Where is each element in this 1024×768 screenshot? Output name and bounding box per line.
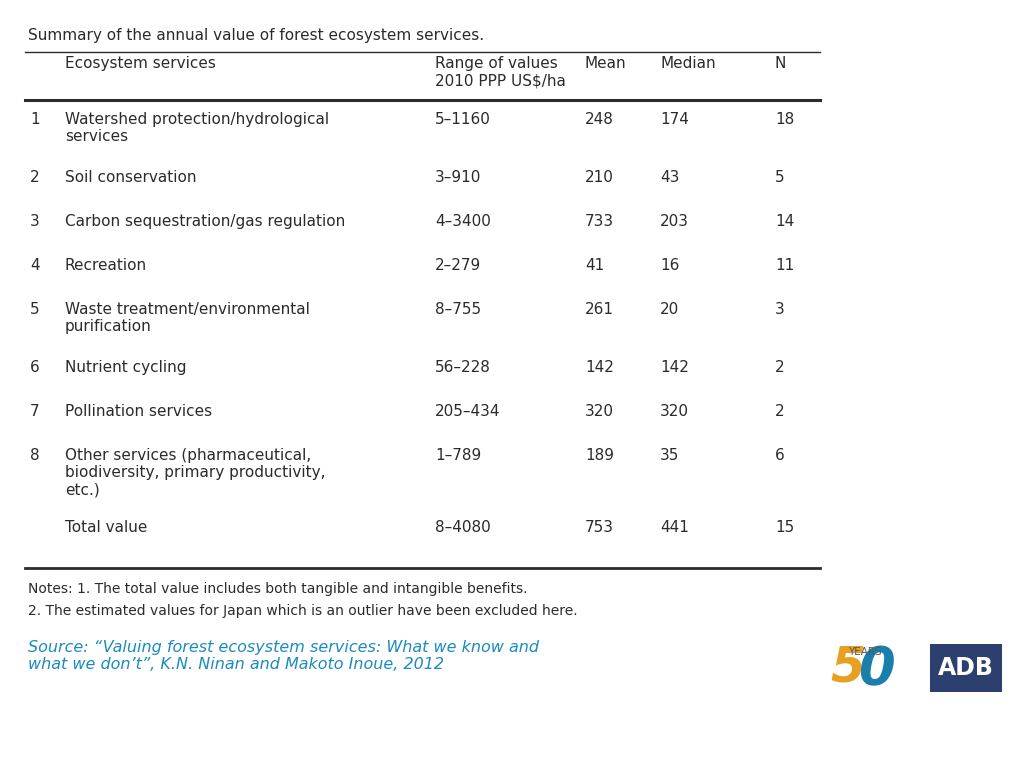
Text: Waste treatment/environmental
purification: Waste treatment/environmental purificati… bbox=[65, 302, 310, 334]
Text: 20: 20 bbox=[660, 302, 679, 317]
Text: Other services (pharmaceutical,
biodiversity, primary productivity,
etc.): Other services (pharmaceutical, biodiver… bbox=[65, 448, 326, 498]
Text: Mean: Mean bbox=[585, 56, 627, 71]
Text: N: N bbox=[775, 56, 786, 71]
Text: 441: 441 bbox=[660, 520, 689, 535]
Text: 41: 41 bbox=[585, 258, 604, 273]
Text: Median: Median bbox=[660, 56, 716, 71]
Text: 6: 6 bbox=[30, 360, 40, 375]
Text: 5: 5 bbox=[30, 302, 40, 317]
Text: YEARS: YEARS bbox=[848, 647, 882, 657]
Text: 1–789: 1–789 bbox=[435, 448, 481, 463]
Text: 753: 753 bbox=[585, 520, 614, 535]
Text: 2–279: 2–279 bbox=[435, 258, 481, 273]
Text: 43: 43 bbox=[660, 170, 679, 185]
Text: Soil conservation: Soil conservation bbox=[65, 170, 197, 185]
Text: 210: 210 bbox=[585, 170, 613, 185]
Text: 2: 2 bbox=[775, 360, 784, 375]
Text: 320: 320 bbox=[585, 404, 614, 419]
Text: 3–910: 3–910 bbox=[435, 170, 481, 185]
Text: 14: 14 bbox=[775, 214, 795, 229]
Text: 2: 2 bbox=[775, 404, 784, 419]
Text: 142: 142 bbox=[585, 360, 613, 375]
Text: 203: 203 bbox=[660, 214, 689, 229]
Text: 8–755: 8–755 bbox=[435, 302, 481, 317]
Text: 35: 35 bbox=[660, 448, 679, 463]
Text: 5–1160: 5–1160 bbox=[435, 112, 490, 127]
Text: 733: 733 bbox=[585, 214, 614, 229]
Text: Source: “Valuing forest ecosystem services: What we know and
what we don’t”, K.N: Source: “Valuing forest ecosystem servic… bbox=[28, 640, 539, 673]
Text: 4: 4 bbox=[30, 258, 40, 273]
Text: 4–3400: 4–3400 bbox=[435, 214, 490, 229]
Text: 8: 8 bbox=[30, 448, 40, 463]
Text: 0: 0 bbox=[858, 644, 894, 696]
Text: 2. The estimated values for Japan which is an outlier have been excluded here.: 2. The estimated values for Japan which … bbox=[28, 604, 578, 618]
Text: 15: 15 bbox=[775, 520, 795, 535]
Text: 174: 174 bbox=[660, 112, 689, 127]
Text: 2: 2 bbox=[30, 170, 40, 185]
Text: 6: 6 bbox=[775, 448, 784, 463]
Text: Ecosystem services: Ecosystem services bbox=[65, 56, 216, 71]
Text: 205–434: 205–434 bbox=[435, 404, 501, 419]
Text: 18: 18 bbox=[775, 112, 795, 127]
Bar bbox=[930, 644, 1002, 692]
Text: Carbon sequestration/gas regulation: Carbon sequestration/gas regulation bbox=[65, 214, 345, 229]
Text: Notes: 1. The total value includes both tangible and intangible benefits.: Notes: 1. The total value includes both … bbox=[28, 582, 527, 596]
Text: 5: 5 bbox=[830, 644, 865, 692]
Text: 261: 261 bbox=[585, 302, 614, 317]
Text: Pollination services: Pollination services bbox=[65, 404, 212, 419]
Text: 56–228: 56–228 bbox=[435, 360, 490, 375]
Text: 142: 142 bbox=[660, 360, 689, 375]
Text: 189: 189 bbox=[585, 448, 614, 463]
Text: 5: 5 bbox=[775, 170, 784, 185]
Text: 8–4080: 8–4080 bbox=[435, 520, 490, 535]
Text: 16: 16 bbox=[660, 258, 679, 273]
Text: 1: 1 bbox=[30, 112, 40, 127]
Text: 3: 3 bbox=[775, 302, 784, 317]
Text: Range of values
2010 PPP US$/ha: Range of values 2010 PPP US$/ha bbox=[435, 56, 566, 88]
Text: 3: 3 bbox=[30, 214, 40, 229]
Text: Nutrient cycling: Nutrient cycling bbox=[65, 360, 186, 375]
Text: Watershed protection/hydrological
services: Watershed protection/hydrological servic… bbox=[65, 112, 329, 144]
Text: Recreation: Recreation bbox=[65, 258, 147, 273]
Text: Total value: Total value bbox=[65, 520, 147, 535]
Text: 320: 320 bbox=[660, 404, 689, 419]
Text: 11: 11 bbox=[775, 258, 795, 273]
Text: ADB: ADB bbox=[938, 656, 994, 680]
Text: 248: 248 bbox=[585, 112, 613, 127]
Text: 7: 7 bbox=[30, 404, 40, 419]
Text: Summary of the annual value of forest ecosystem services.: Summary of the annual value of forest ec… bbox=[28, 28, 484, 43]
